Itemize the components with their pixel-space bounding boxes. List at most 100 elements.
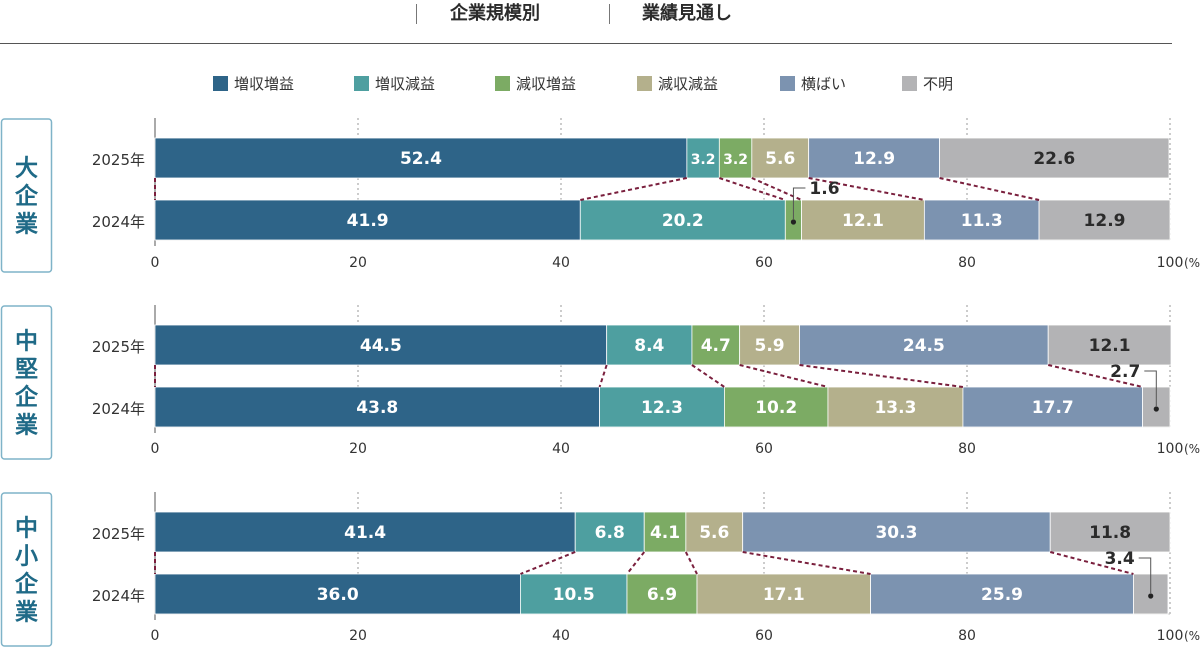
x-tick-label: 20	[349, 255, 367, 271]
bar-value-label: 22.6	[1033, 149, 1075, 169]
legend-label: 横ばい	[801, 74, 847, 93]
bar-value-label: 10.5	[553, 585, 595, 605]
group-label: 業	[14, 411, 39, 438]
bar-segment	[574, 511, 645, 553]
bar-value-label: 11.8	[1089, 523, 1131, 543]
bar-value-label: 36.0	[317, 585, 359, 605]
bar-value-label: 41.9	[347, 211, 389, 231]
row-label: 2024年	[92, 587, 145, 605]
bar-segment	[1049, 511, 1171, 553]
bar-segment	[742, 511, 1051, 553]
legend-swatch	[902, 75, 917, 91]
callout-dot	[1153, 406, 1159, 412]
legend-label: 増収増益	[234, 74, 295, 93]
callout-leader	[1144, 370, 1157, 406]
group-label: 小	[15, 543, 38, 569]
x-tick-label: 20	[349, 441, 367, 457]
connector-line	[799, 364, 964, 388]
x-tick-label: 80	[958, 441, 976, 457]
callout-dot	[790, 219, 797, 225]
bar-segment	[685, 511, 744, 553]
bar-segment	[696, 573, 871, 615]
bar-value-label: 25.9	[981, 585, 1023, 605]
x-unit-label: (%)	[1184, 442, 1200, 456]
connector-line	[739, 364, 829, 388]
x-tick-label: 60	[755, 628, 773, 644]
header-title-right: 業績見通し	[642, 3, 732, 24]
callout-label: 1.6	[809, 179, 839, 199]
row-label: 2024年	[92, 213, 145, 231]
bar-segment	[626, 573, 698, 615]
group-label: 企	[14, 182, 39, 209]
x-tick-label: 20	[349, 628, 367, 644]
bar-value-label: 44.5	[360, 336, 402, 356]
legend-item: 横ばい	[780, 72, 846, 94]
group-box	[0, 118, 53, 273]
connector-line	[598, 364, 608, 388]
legend-item: 増収増益	[213, 72, 294, 94]
chart-legend: 増収増益 増収減益 減収増益 減収減益 横ばい 不明	[0, 72, 1200, 96]
bar-value-label: 12.9	[853, 149, 895, 169]
x-tick-label: 80	[958, 628, 976, 644]
legend-label: 増収減益	[375, 74, 436, 93]
x-tick-label: 100	[1157, 441, 1184, 457]
group-label: 堅	[15, 356, 38, 382]
connector-line	[520, 551, 576, 575]
bar-segment	[599, 386, 725, 428]
x-tick-label: 40	[552, 628, 570, 644]
chart-header: 企業規模別 業績見通し	[0, 0, 1200, 44]
callout-leader	[792, 187, 806, 219]
bar-value-label: 5.9	[755, 336, 785, 356]
connector-line	[684, 551, 698, 575]
bar-value-label: 8.4	[634, 336, 664, 356]
x-tick-label: 100	[1157, 628, 1184, 644]
connector-line	[742, 551, 871, 575]
bar-segment	[724, 386, 829, 428]
bar-segment	[1047, 324, 1172, 366]
connector-line	[626, 551, 646, 575]
row-label: 2025年	[92, 525, 145, 543]
bar-segment	[154, 511, 576, 553]
connector-line	[691, 364, 725, 388]
bar-segment	[923, 199, 1040, 241]
x-tick-label: 40	[552, 441, 570, 457]
bar-value-label: 4.1	[650, 523, 680, 543]
connector-line	[939, 177, 1040, 201]
bar-segment	[643, 511, 687, 553]
legend-label: 減収増益	[516, 74, 577, 93]
bar-value-label: 11.3	[961, 211, 1003, 231]
header-title-left: 企業規模別	[450, 3, 540, 24]
bar-value-label: 10.2	[755, 398, 797, 418]
bar-value-label: 3.2	[723, 152, 748, 168]
bar-value-label: 43.8	[356, 398, 398, 418]
bar-segment	[870, 573, 1134, 615]
group-label: 企	[14, 570, 39, 597]
x-tick-label: 80	[958, 255, 976, 271]
connector-line	[808, 177, 925, 201]
legend-swatch	[495, 75, 510, 91]
legend-swatch	[637, 75, 652, 91]
bar-segment	[939, 137, 1170, 179]
bar-value-label: 17.7	[1032, 398, 1074, 418]
group-box	[0, 492, 53, 647]
bar-value-label: 6.9	[647, 585, 677, 605]
row-label: 2025年	[92, 151, 145, 169]
connector-line	[719, 177, 786, 201]
x-tick-label: 0	[151, 628, 160, 644]
legend-label: 減収減益	[658, 74, 719, 93]
callout-leader	[1138, 557, 1152, 593]
callout-label: 3.4	[1105, 549, 1135, 569]
group-label: 企	[14, 383, 39, 410]
bar-value-label: 3.2	[691, 152, 716, 168]
legend-item: 増収減益	[354, 72, 435, 94]
callout-label: 2.7	[1110, 362, 1140, 382]
x-unit-label: (%)	[1184, 256, 1200, 270]
bar-value-label: 52.4	[400, 149, 442, 169]
bar-segment	[801, 199, 925, 241]
connector-line	[580, 177, 688, 201]
x-unit-label: (%)	[1184, 629, 1200, 643]
bar-segment	[154, 573, 521, 615]
bar-segment	[154, 324, 608, 366]
bar-value-label: 12.9	[1084, 211, 1126, 231]
